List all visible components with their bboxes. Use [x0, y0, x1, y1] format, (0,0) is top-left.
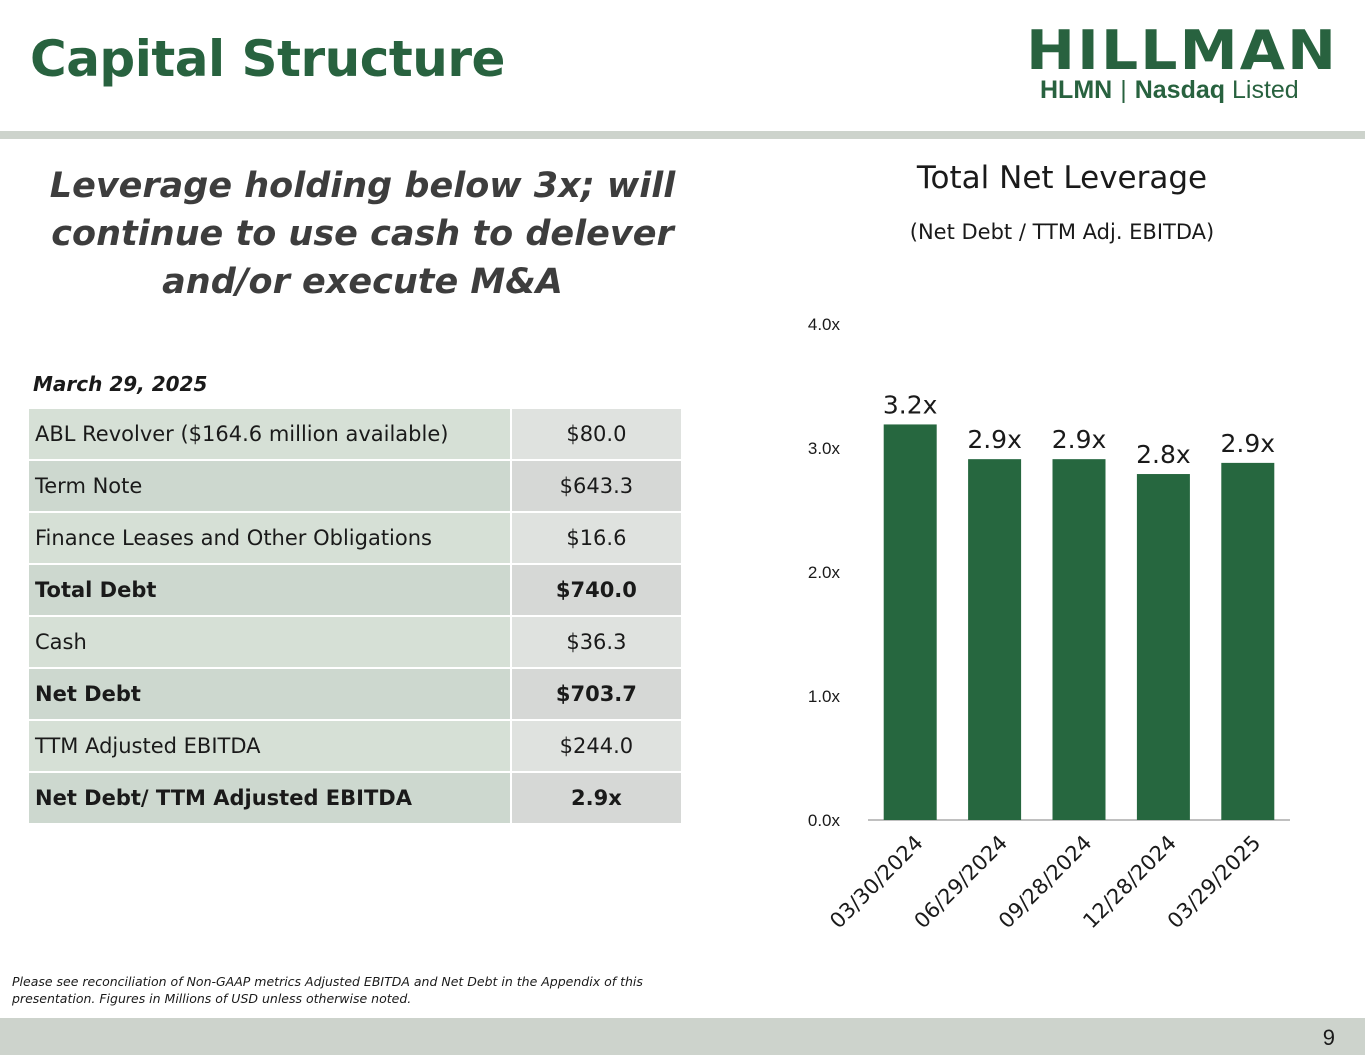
bar [1221, 462, 1275, 820]
bar [883, 424, 937, 820]
table-row: Cash $36.3 [27, 615, 684, 669]
row-label: Finance Leases and Other Obligations [27, 511, 512, 565]
footer-bar [0, 1018, 1365, 1055]
chart-subtitle: (Net Debt / TTM Adj. EBITDA) [909, 220, 1215, 244]
leverage-bar-chart: 0.0x1.0x2.0x3.0x4.0x3.2x03/30/20242.9x06… [808, 315, 1290, 933]
table-row: Finance Leases and Other Obligations $16.… [27, 511, 684, 565]
data-label: 2.9x [967, 425, 1022, 454]
row-label: Term Note [27, 459, 512, 513]
data-label: 2.9x [1052, 425, 1107, 454]
table-row: TTM Adjusted EBITDA $244.0 [27, 719, 684, 773]
footnote: Please see reconciliation of Non-GAAP me… [12, 974, 643, 1006]
row-label: ABL Revolver ($164.6 million available) [27, 407, 512, 461]
headline: Leverage holding below 3x; will continue… [49, 166, 676, 302]
row-value: $16.6 [509, 511, 684, 565]
y-tick-label: 3.0x [808, 439, 841, 458]
table-row: Net Debt/ TTM Adjusted EBITDA 2.9x [27, 771, 684, 825]
hillman-logo: HILLMAN HLMN | Nasdaq Listed [985, 24, 1350, 106]
page-number: 9 [1322, 1025, 1335, 1050]
y-tick-label: 4.0x [808, 315, 841, 334]
data-label: 3.2x [883, 390, 938, 419]
row-label: TTM Adjusted EBITDA [27, 719, 512, 773]
y-tick-label: 0.0x [808, 811, 841, 830]
logo-listed: Listed [1231, 76, 1299, 104]
logo-exchange: Nasdaq [1134, 76, 1226, 104]
row-label: Total Debt [27, 563, 512, 617]
row-value: $36.3 [509, 615, 684, 669]
table-row: Term Note $643.3 [27, 459, 684, 513]
y-tick-label: 1.0x [808, 687, 841, 706]
row-value: $643.3 [509, 459, 684, 513]
logo-ticker: HLMN [1040, 76, 1113, 104]
capital-structure-table: ABL Revolver ($164.6 million available) $… [27, 407, 684, 825]
data-label: 2.9x [1221, 429, 1276, 458]
y-tick-label: 2.0x [808, 563, 841, 582]
page-title: Capital Structure [30, 30, 505, 88]
table-row: Total Debt $740.0 [27, 563, 684, 617]
table-row: ABL Revolver ($164.6 million available) $… [27, 407, 684, 461]
row-value: $244.0 [509, 719, 684, 773]
chart-title: Total Net Leverage [916, 160, 1208, 196]
header-divider [0, 131, 1365, 139]
row-value: $740.0 [509, 563, 684, 617]
row-value: $703.7 [509, 667, 684, 721]
as-of-date: March 29, 2025 [33, 372, 208, 396]
data-label: 2.8x [1136, 440, 1191, 469]
bar [968, 459, 1022, 820]
logo-wordmark: HILLMAN [1026, 19, 1339, 82]
table-row: Net Debt $703.7 [27, 667, 684, 721]
row-label: Cash [27, 615, 512, 669]
row-label: Net Debt [27, 667, 512, 721]
bar [1136, 474, 1190, 820]
row-label: Net Debt/ TTM Adjusted EBITDA [27, 771, 512, 825]
row-value: 2.9x [509, 771, 684, 825]
row-value: $80.0 [509, 407, 684, 461]
logo-tagline: HLMN | Nasdaq Listed [1040, 76, 1299, 104]
bar [1052, 459, 1106, 820]
